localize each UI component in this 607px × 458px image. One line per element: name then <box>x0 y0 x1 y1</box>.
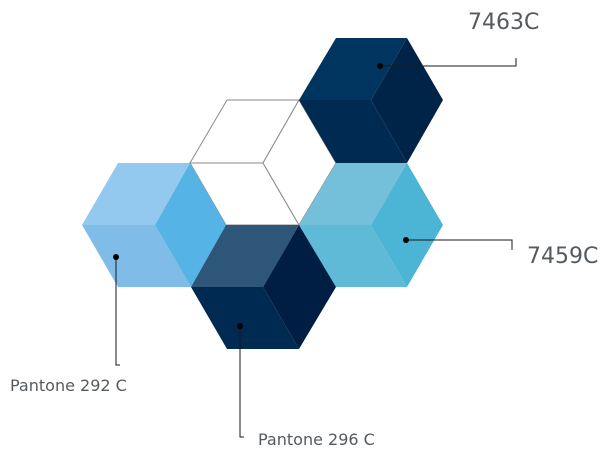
cube-pantone-292-right <box>155 163 226 287</box>
leader-line-pantone-292 <box>115 257 120 366</box>
marker-dot-7459c <box>403 237 409 243</box>
cube-7459c-right <box>371 163 443 287</box>
label-pantone-292: Pantone 292 C <box>10 376 127 395</box>
cube-7463c-right <box>371 38 443 163</box>
leader-lines <box>115 58 517 438</box>
cube-pantone-296 <box>191 225 336 349</box>
leader-line-7463c <box>380 58 517 67</box>
marker-dots <box>113 63 409 329</box>
cube-pantone-296-right <box>263 225 336 349</box>
cube-7463c <box>299 38 443 163</box>
cube-pantone-292 <box>82 163 226 287</box>
leader-line-pantone-296 <box>239 326 244 438</box>
label-7459c: 7459C <box>527 244 599 269</box>
label-7463c: 7463C <box>468 10 540 35</box>
marker-dot-7463c <box>377 63 383 69</box>
cube-7459c <box>299 163 443 287</box>
label-pantone-296: Pantone 296 C <box>258 430 375 449</box>
marker-dot-pantone-296 <box>237 323 243 329</box>
cube-pantone-292-left <box>82 225 191 287</box>
leader-line-7459c <box>406 239 513 250</box>
marker-dot-pantone-292 <box>113 254 119 260</box>
cube-outline <box>189 99 337 226</box>
cube-pantone-292-top <box>82 163 190 225</box>
